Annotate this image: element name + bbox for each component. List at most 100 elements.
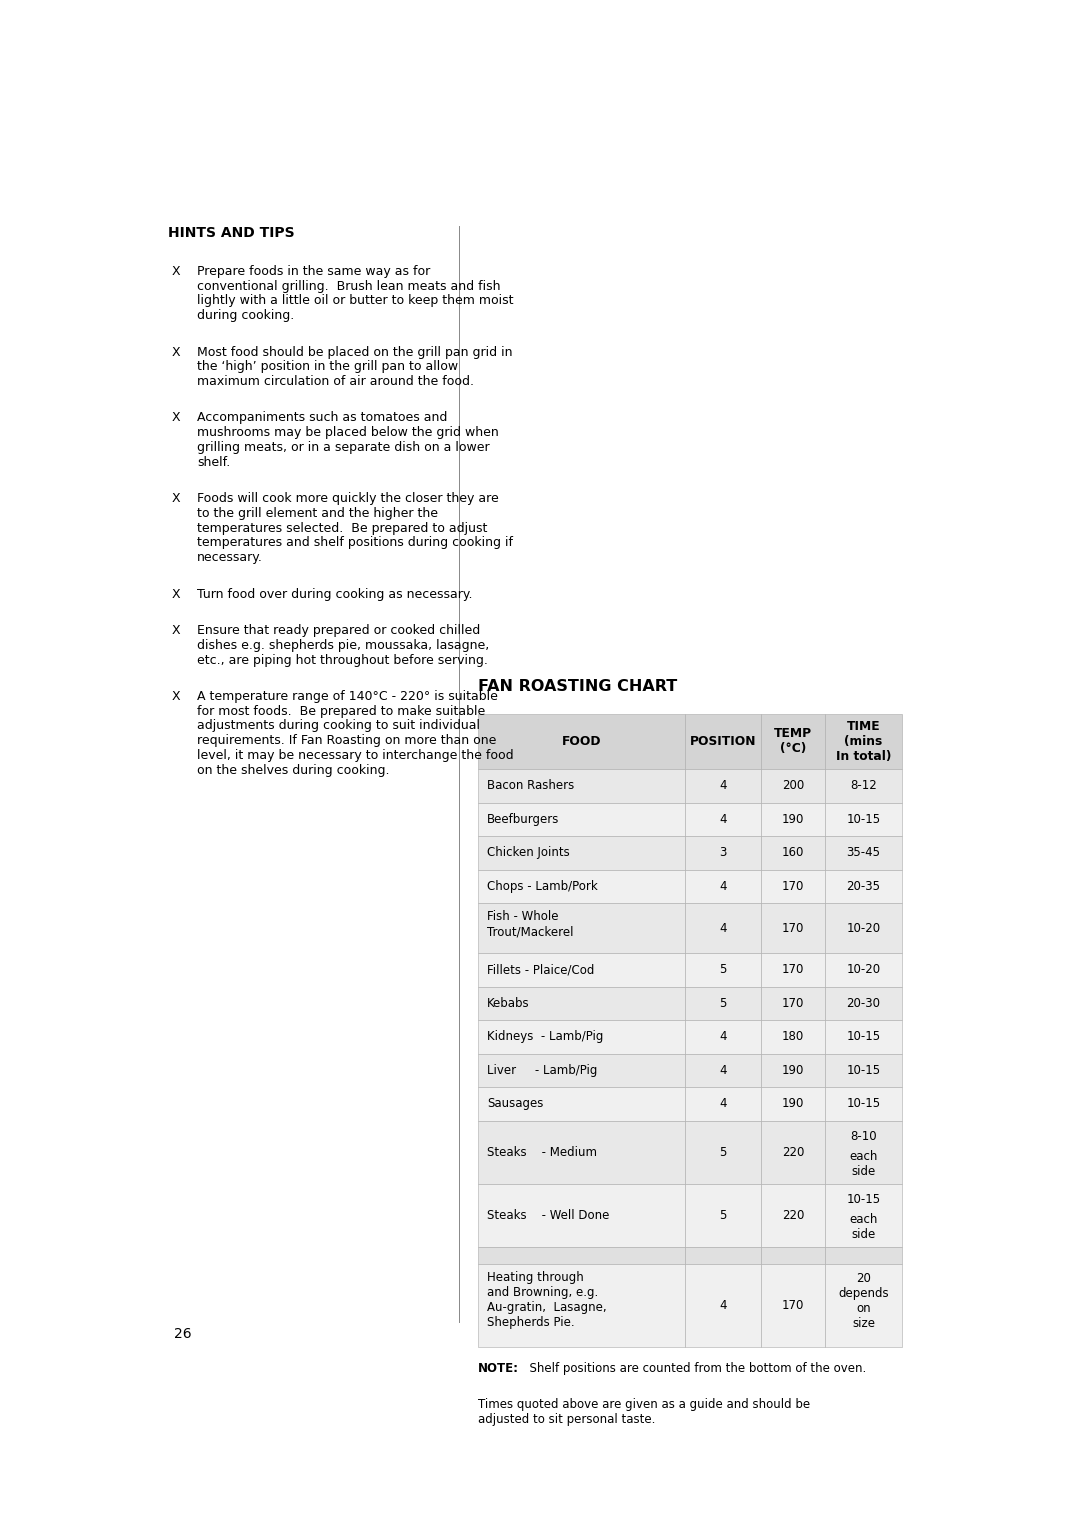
Bar [685,835,761,869]
Bar [685,987,761,1019]
Text: X: X [172,345,180,359]
Bar [825,987,902,1019]
Bar [825,1053,902,1087]
Bar [825,1183,902,1246]
Text: temperatures and shelf positions during cooking if: temperatures and shelf positions during … [197,537,513,549]
Text: Times quoted above are given as a guide and should be
adjusted to sit personal t: Times quoted above are given as a guide … [477,1398,810,1426]
Text: shelf.: shelf. [197,455,230,469]
Text: NOTE:: NOTE: [477,1363,518,1375]
Bar [477,1183,685,1246]
Text: Sausages: Sausages [487,1098,543,1110]
Bar [477,1019,685,1053]
Text: to the grill element and the higher the: to the grill element and the higher the [197,507,438,520]
Bar [761,987,825,1019]
Text: requirements. If Fan Roasting on more than one: requirements. If Fan Roasting on more th… [197,734,497,747]
Text: 4: 4 [719,921,727,935]
Text: lightly with a little oil or butter to keep them moist: lightly with a little oil or butter to k… [197,294,513,308]
Bar [685,770,761,803]
Text: temperatures selected.  Be prepared to adjust: temperatures selected. Be prepared to ad… [197,521,487,535]
Text: 26: 26 [174,1328,191,1341]
Text: Steaks    - Medium: Steaks - Medium [487,1145,597,1159]
Bar [825,835,902,869]
Text: X: X [172,492,180,504]
Text: on the shelves during cooking.: on the shelves during cooking. [197,763,390,777]
Bar [761,803,825,835]
Text: Prepare foods in the same way as for: Prepare foods in the same way as for [197,265,430,277]
Bar [477,1087,685,1121]
Text: TEMP
(°C): TEMP (°C) [774,728,812,756]
Text: Bacon Rashers: Bacon Rashers [487,779,575,793]
Bar [825,903,902,954]
Text: 170: 170 [782,963,805,977]
Text: POSITION: POSITION [690,734,756,748]
Bar [825,954,902,987]
Text: conventional grilling.  Brush lean meats and fish: conventional grilling. Brush lean meats … [197,279,500,293]
Text: 220: 220 [782,1145,805,1159]
Text: 20-35: 20-35 [847,880,880,892]
Text: Ensure that ready prepared or cooked chilled: Ensure that ready prepared or cooked chi… [197,624,481,636]
Bar [825,803,902,835]
Text: maximum circulation of air around the food.: maximum circulation of air around the fo… [197,376,474,388]
Text: X: X [172,411,180,425]
Text: each
side: each side [849,1213,878,1242]
Bar [761,714,825,770]
Bar [477,987,685,1019]
Bar [477,1121,685,1183]
Bar [825,1121,902,1183]
Text: the ‘high’ position in the grill pan to allow: the ‘high’ position in the grill pan to … [197,360,458,374]
Text: 220: 220 [782,1210,805,1222]
Text: 8-12: 8-12 [850,779,877,793]
Text: 180: 180 [782,1030,805,1044]
Text: 4: 4 [719,1064,727,1076]
Text: HINTS AND TIPS: HINTS AND TIPS [167,227,294,241]
Text: 10-15: 10-15 [847,1064,880,1076]
Text: 4: 4 [719,812,727,826]
Bar [685,1121,761,1183]
Text: 20-30: 20-30 [847,996,880,1010]
Text: 200: 200 [782,779,805,793]
Text: X: X [172,265,180,277]
Bar [477,803,685,835]
Bar [477,835,685,869]
Text: 170: 170 [782,880,805,892]
Text: A temperature range of 140°C - 220° is suitable: A temperature range of 140°C - 220° is s… [197,690,498,702]
Bar [761,1183,825,1246]
Text: Beefburgers: Beefburgers [487,812,559,826]
Bar [477,770,685,803]
Bar [761,1246,825,1263]
Text: 10-15: 10-15 [847,1030,880,1044]
Bar [825,1019,902,1053]
Text: Accompaniments such as tomatoes and: Accompaniments such as tomatoes and [197,411,447,425]
Text: Fillets - Plaice/Cod: Fillets - Plaice/Cod [487,963,594,977]
Text: etc., are piping hot throughout before serving.: etc., are piping hot throughout before s… [197,653,488,667]
Bar [825,1087,902,1121]
Bar [761,1263,825,1348]
Text: 10-15: 10-15 [847,1098,880,1110]
Bar [761,869,825,903]
Text: X: X [172,690,180,702]
Text: mushrooms may be placed below the grid when: mushrooms may be placed below the grid w… [197,426,499,438]
Bar [761,903,825,954]
Text: 20
depends
on
size: 20 depends on size [838,1271,889,1329]
Bar [825,869,902,903]
Bar [685,1246,761,1263]
Text: TIME
(mins
In total): TIME (mins In total) [836,721,891,763]
Text: 3: 3 [719,846,727,860]
Bar [761,1019,825,1053]
Text: 4: 4 [719,880,727,892]
Bar [685,869,761,903]
Text: Kidneys  - Lamb/Pig: Kidneys - Lamb/Pig [487,1030,604,1044]
Text: each
side: each side [849,1150,878,1177]
Bar [761,835,825,869]
Bar [685,903,761,954]
Text: during cooking.: during cooking. [197,310,294,322]
Text: 190: 190 [782,1064,805,1076]
Text: Chicken Joints: Chicken Joints [487,846,569,860]
Text: Shelf positions are counted from the bottom of the oven.: Shelf positions are counted from the bot… [523,1363,867,1375]
Text: X: X [172,587,180,601]
Bar [825,1263,902,1348]
Bar [477,714,685,770]
Text: necessary.: necessary. [197,552,262,564]
Bar [685,1053,761,1087]
Bar [685,954,761,987]
